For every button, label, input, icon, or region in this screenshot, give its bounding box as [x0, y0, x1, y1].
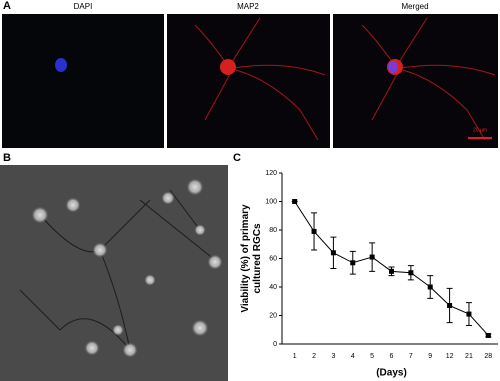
image-title: Merged — [401, 2, 428, 11]
marker — [427, 284, 433, 290]
marker — [311, 228, 317, 234]
cells — [31, 178, 223, 358]
marker — [408, 270, 414, 276]
panel-label: C — [233, 152, 241, 164]
marker — [330, 250, 336, 256]
neurites — [361, 17, 496, 141]
x-tick-label: 9 — [428, 353, 432, 360]
y-tick-label: 20 — [269, 312, 277, 319]
map2-image — [167, 14, 330, 148]
x-tick-label: 1 — [293, 353, 297, 360]
x-tick-label: 4 — [351, 353, 355, 360]
marker — [369, 254, 375, 260]
x-tick-label: 6 — [390, 353, 394, 360]
x-tick-label: 28 — [484, 353, 492, 360]
marker — [447, 303, 453, 309]
marker — [466, 311, 472, 317]
y-tick-label: 60 — [269, 255, 277, 262]
dapi-image — [2, 14, 164, 148]
x-tick-label: 5 — [370, 353, 374, 360]
panel-label: B — [3, 152, 11, 164]
y-tick-label: 80 — [269, 227, 277, 234]
chart: 0 20 40 60 80 100 120 (Days) Viability (%) of pr… — [240, 170, 498, 379]
x-tick-label: 3 — [331, 353, 335, 360]
nucleus — [55, 58, 67, 72]
x-tick-label: 7 — [409, 353, 413, 360]
neurites — [194, 17, 326, 141]
nucleus — [388, 61, 398, 73]
panel-label: A — [3, 0, 11, 12]
phase-image — [0, 165, 228, 381]
y-tick-label: 0 — [273, 341, 277, 348]
x-axis-label: (Days) — [376, 368, 407, 379]
image-title: MAP2 — [237, 2, 259, 11]
y-axis-label: Viability (%) of primarycultured RGCs — [240, 204, 263, 313]
y-tick-label: 40 — [269, 284, 277, 291]
marker — [485, 332, 491, 338]
y-tick-label: 120 — [265, 170, 277, 177]
image-title: DAPI — [74, 2, 93, 11]
neurites — [19, 189, 216, 351]
soma — [220, 59, 236, 75]
x-tick-label: 12 — [446, 353, 454, 360]
marker — [350, 260, 356, 266]
marker — [389, 268, 394, 274]
x-tick-label: 21 — [465, 353, 473, 360]
scale-bar-label: 20 μm — [473, 127, 487, 133]
x-tick-label: 2 — [312, 353, 316, 360]
y-tick-label: 100 — [265, 198, 277, 205]
marker — [292, 199, 298, 204]
